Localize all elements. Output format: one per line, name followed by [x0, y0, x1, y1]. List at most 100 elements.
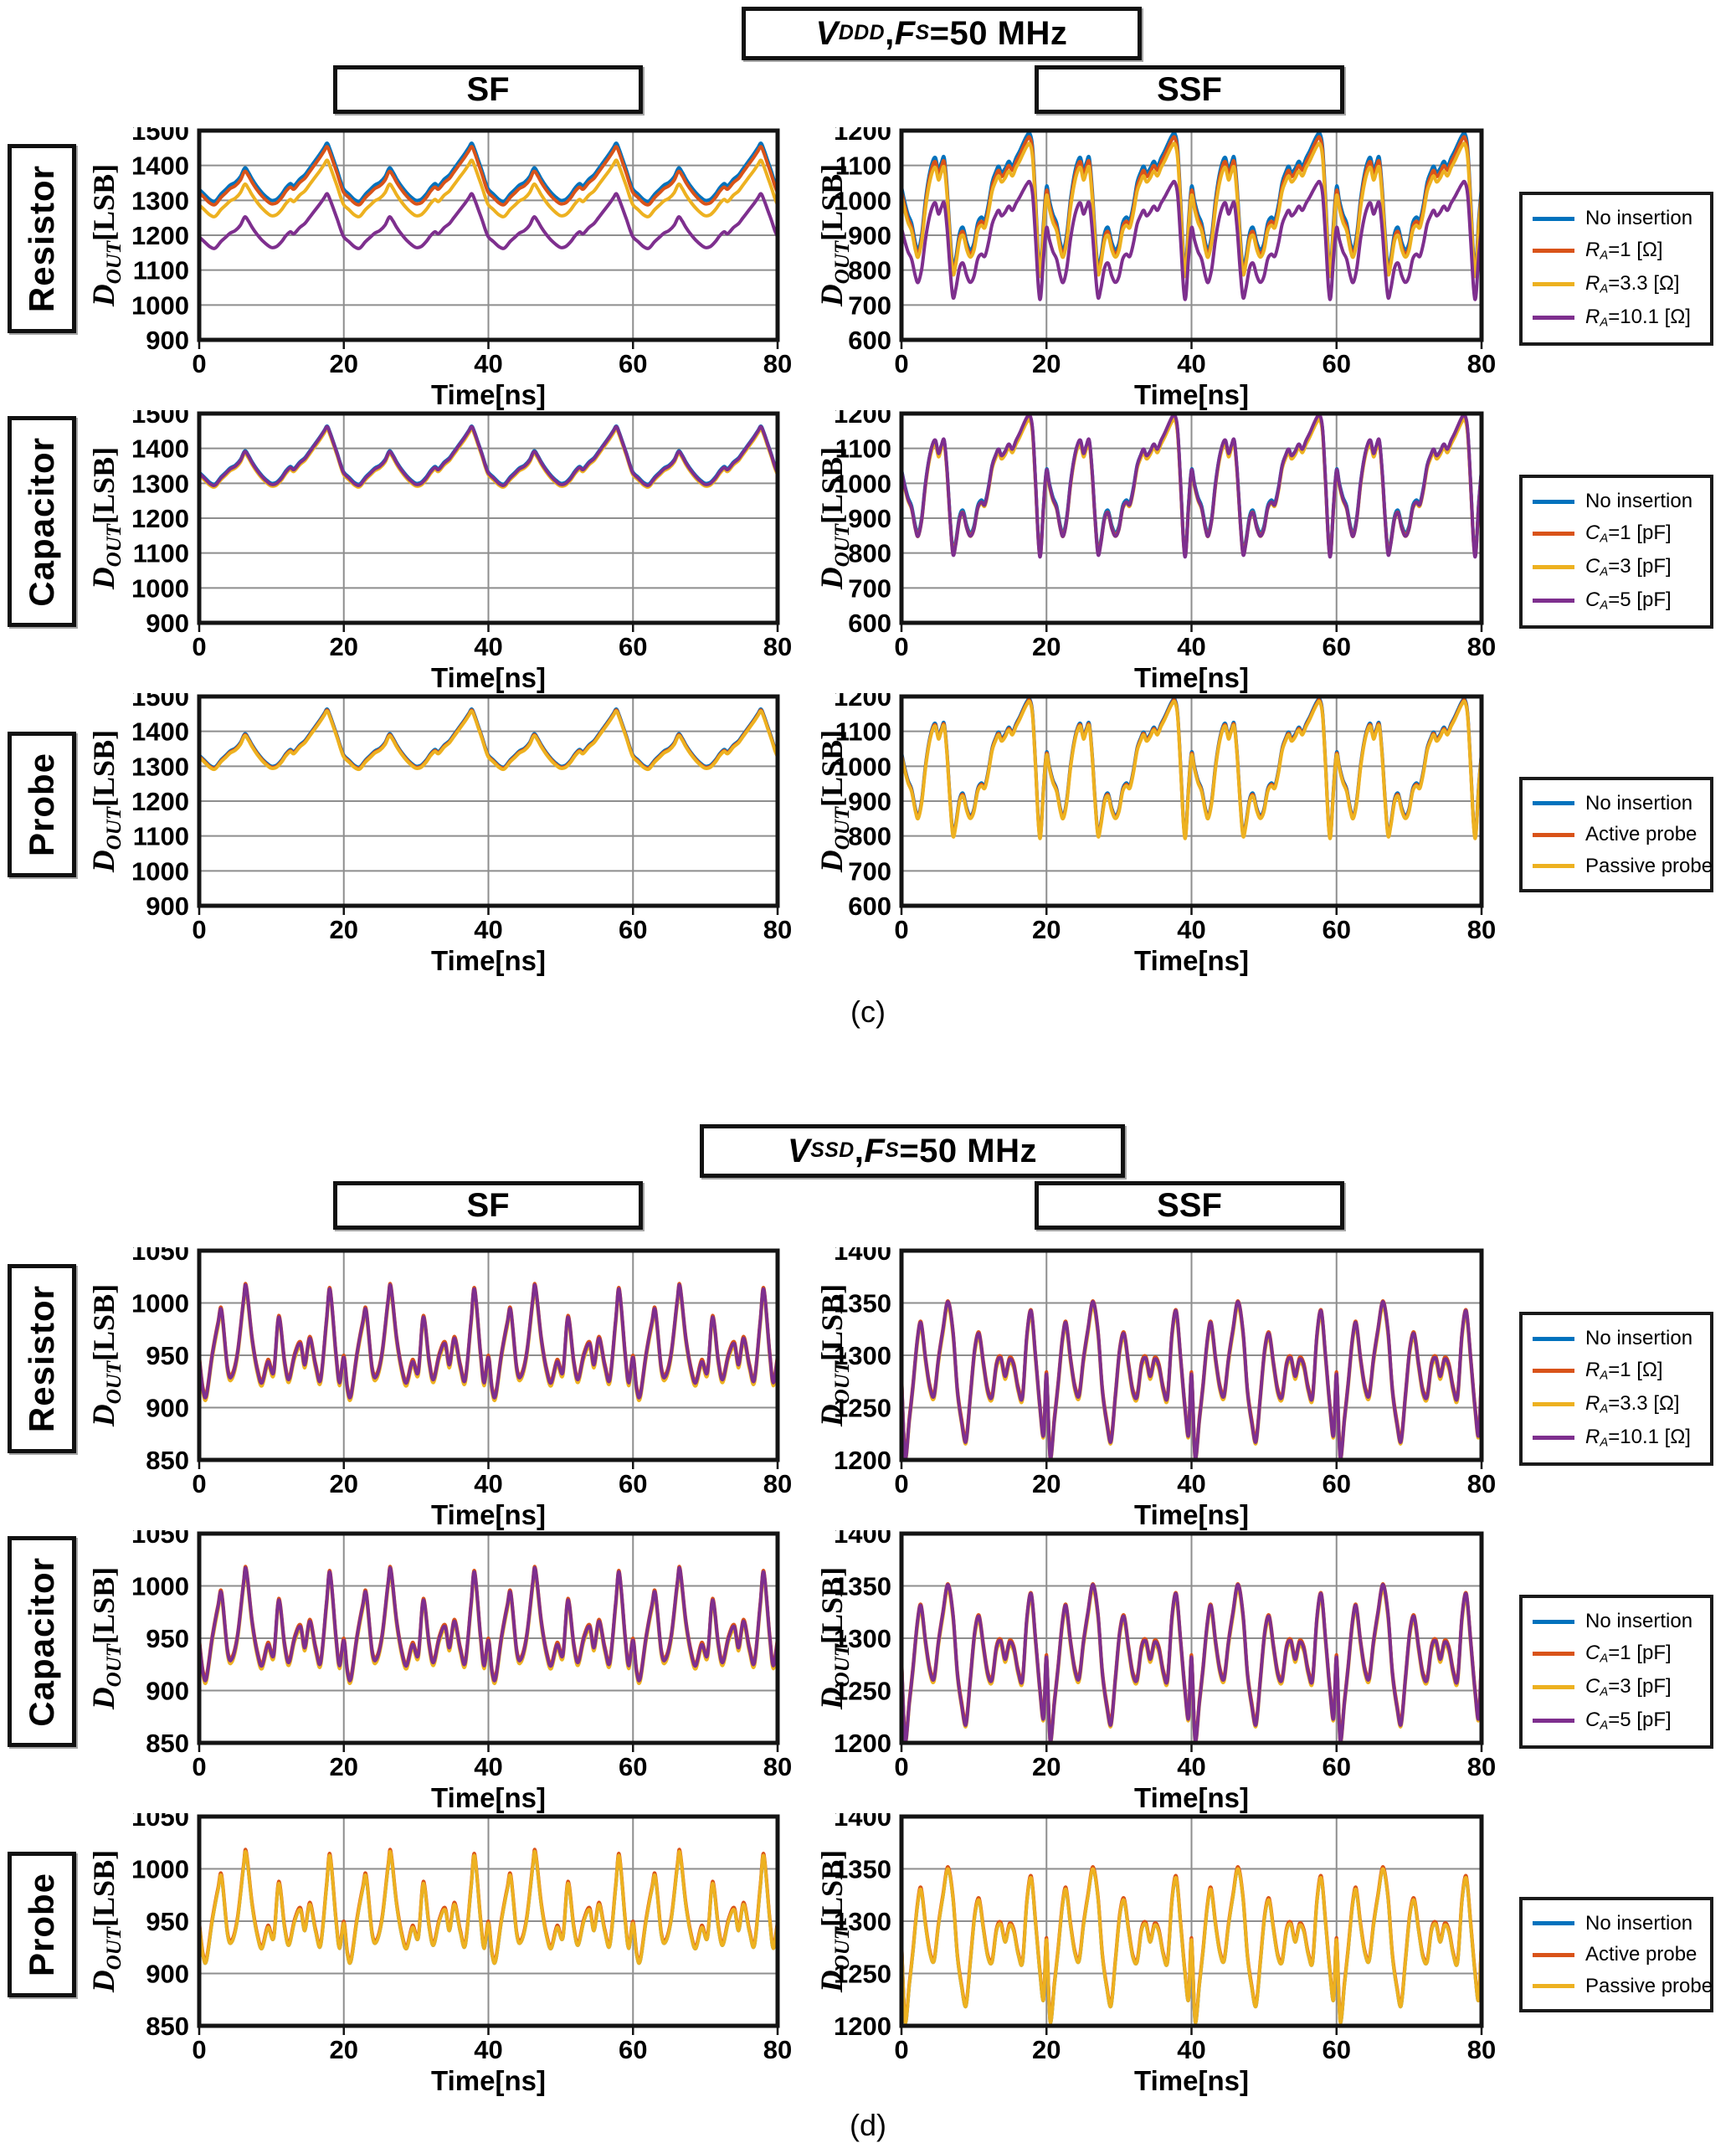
- legend-label: CA=5 [pF]: [1585, 588, 1672, 613]
- x-axis-label: Time[ns]: [1134, 1499, 1249, 1530]
- y-tick-label: 1100: [133, 822, 189, 851]
- y-tick-label: 1500: [131, 127, 189, 146]
- legend-entry: Active probe: [1533, 1943, 1703, 1966]
- y-tick-label: 1500: [131, 693, 189, 712]
- y-tick-label: 900: [146, 1677, 189, 1706]
- legend-label: RA=10.1 [Ω]: [1585, 1425, 1691, 1450]
- legend-line-swatch: [1533, 282, 1574, 287]
- legend-label: RA=3.3 [Ω]: [1585, 271, 1680, 296]
- x-tick-label: 0: [192, 1752, 206, 1781]
- x-tick-label: 60: [1323, 2035, 1351, 2064]
- x-tick-label: 80: [763, 915, 792, 944]
- y-tick-label: 1400: [834, 1813, 891, 1832]
- legend-line-swatch: [1533, 1685, 1574, 1690]
- x-tick-label: 20: [1032, 349, 1061, 378]
- chart-grid-d: Resistor 0 20 40 60 80 850 900 950 1000 1050 Time[n…: [0, 1247, 1736, 2096]
- y-tick-label: 1300: [131, 469, 189, 498]
- series-c_resistor_sf-3: [199, 192, 778, 250]
- y-axis-label: DOUT[LSB]: [815, 1850, 854, 1993]
- series-d_probe_ssf-2: [901, 1867, 1482, 2025]
- chart-c_capacitor_sf: 0 20 40 60 80 900 1000 1100 1200 1300 1400 1500 Time…: [87, 410, 792, 693]
- x-tick-label: 40: [474, 1752, 502, 1781]
- series-d_resistor_ssf-3: [901, 1299, 1482, 1460]
- y-tick-label: 1200: [131, 787, 189, 816]
- legend-line-swatch: [1533, 499, 1574, 504]
- y-tick-label: 1300: [834, 1624, 891, 1653]
- legend-label: No insertion: [1585, 1327, 1693, 1350]
- x-tick-label: 0: [894, 915, 908, 944]
- legend-line-swatch: [1533, 565, 1574, 570]
- y-tick-label: 850: [146, 2012, 189, 2041]
- x-tick-label: 80: [763, 349, 792, 378]
- x-tick-label: 40: [474, 915, 502, 944]
- legend-label: CA=1 [pF]: [1585, 1642, 1672, 1666]
- y-tick-label: 1400: [834, 1247, 891, 1266]
- y-tick-label: 1000: [834, 752, 891, 781]
- y-tick-label: 1200: [131, 504, 189, 533]
- x-tick-label: 80: [763, 1469, 792, 1498]
- legend-c-probe: No insertion Active probe Passive probe: [1519, 776, 1713, 893]
- y-tick-label: 1200: [834, 693, 891, 712]
- x-tick-label: 60: [619, 349, 647, 378]
- y-tick-label: 800: [848, 822, 891, 851]
- x-tick-label: 40: [474, 2035, 502, 2064]
- y-tick-label: 1250: [834, 1960, 891, 1989]
- y-tick-label: 900: [146, 326, 189, 355]
- legend-entry: No insertion: [1533, 792, 1703, 815]
- y-tick-label: 1350: [834, 1572, 891, 1601]
- x-tick-label: 0: [894, 2035, 908, 2064]
- y-tick-label: 700: [848, 856, 891, 886]
- legend-line-swatch: [1533, 1402, 1574, 1407]
- legend-entry: CA=3 [pF]: [1533, 555, 1703, 580]
- x-axis-label: Time[ns]: [431, 662, 546, 693]
- legend-line-swatch: [1533, 800, 1574, 805]
- y-axis-label: DOUT[LSB]: [815, 730, 854, 873]
- y-tick-label: 1200: [834, 1446, 891, 1475]
- chart-d_probe_sf: 0 20 40 60 80 850 900 950 1000 1050 Time[ns] DOUT[L…: [87, 1813, 792, 2096]
- x-tick-label: 60: [619, 1752, 647, 1781]
- legend-entry: RA=10.1 [Ω]: [1533, 1426, 1703, 1451]
- x-tick-label: 60: [1323, 915, 1351, 944]
- y-tick-label: 1400: [834, 1530, 891, 1549]
- y-tick-label: 700: [848, 573, 891, 603]
- y-axis-label: DOUT[LSB]: [87, 730, 126, 873]
- legend-label: No insertion: [1585, 490, 1693, 513]
- legend-line-swatch: [1533, 1619, 1574, 1624]
- x-tick-label: 60: [1323, 632, 1351, 661]
- plot-frame: [197, 1531, 780, 1745]
- plot-frame: [197, 128, 780, 342]
- x-axis-label: Time[ns]: [431, 379, 546, 410]
- x-tick-label: 0: [894, 632, 908, 661]
- y-tick-label: 600: [848, 892, 891, 921]
- row-label-cell: Capacitor: [0, 410, 84, 693]
- x-axis-label: Time[ns]: [431, 2065, 546, 2096]
- y-tick-label: 1100: [835, 717, 891, 747]
- x-axis-label: Time[ns]: [1134, 1782, 1249, 1813]
- legend-entry: No insertion: [1533, 490, 1703, 513]
- legend-entry: CA=1 [pF]: [1533, 522, 1703, 547]
- row-label-probe: Probe: [8, 1851, 76, 1998]
- x-axis-label: Time[ns]: [1134, 379, 1249, 410]
- series-d_capacitor_ssf-3: [901, 1582, 1482, 1743]
- x-tick-label: 60: [619, 2035, 647, 2064]
- column-header-sf: SF: [333, 65, 643, 114]
- legend-entry: RA=1 [Ω]: [1533, 239, 1703, 264]
- x-tick-label: 40: [474, 1469, 502, 1498]
- legend-line-swatch: [1533, 1652, 1574, 1657]
- y-tick-label: 1200: [834, 1729, 891, 1758]
- legend-entry: RA=10.1 [Ω]: [1533, 306, 1703, 331]
- legend-entry: RA=3.3 [Ω]: [1533, 1392, 1703, 1417]
- x-tick-label: 20: [1032, 2035, 1061, 2064]
- x-tick-label: 60: [619, 1469, 647, 1498]
- y-tick-label: 1000: [131, 1855, 189, 1884]
- legend-entry: CA=5 [pF]: [1533, 588, 1703, 614]
- legend-line-swatch: [1533, 832, 1574, 837]
- y-tick-label: 950: [146, 1341, 189, 1370]
- series-d_resistor_sf-3: [199, 1283, 778, 1400]
- plot-frame: [899, 1531, 1484, 1745]
- y-axis-label: DOUT[LSB]: [815, 164, 854, 307]
- y-tick-label: 600: [848, 326, 891, 355]
- y-tick-label: 1200: [131, 221, 189, 250]
- y-tick-label: 1050: [131, 1247, 189, 1266]
- x-axis-label: Time[ns]: [1134, 662, 1249, 693]
